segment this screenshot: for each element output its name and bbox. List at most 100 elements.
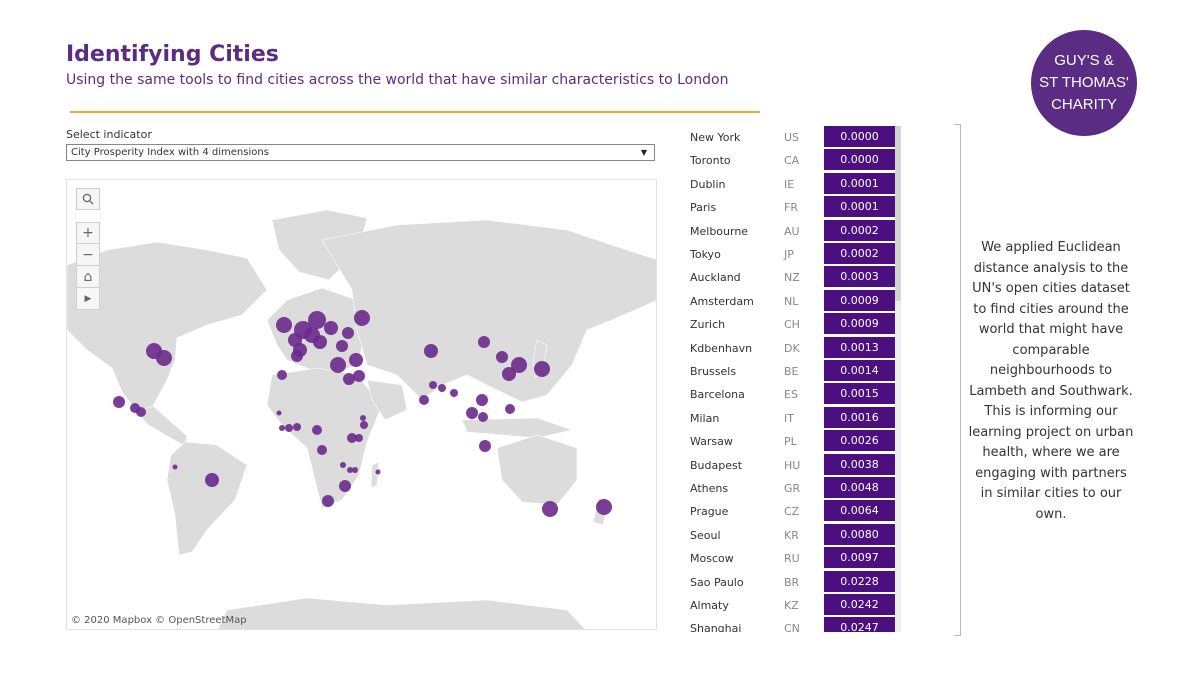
city-marker[interactable]: [136, 407, 146, 417]
city-name: Barcelona: [690, 388, 745, 402]
city-marker[interactable]: [156, 350, 172, 366]
city-marker[interactable]: [352, 467, 358, 473]
distance-score: 0.0064: [824, 500, 895, 523]
city-marker[interactable]: [505, 404, 515, 414]
city-marker[interactable]: [172, 464, 178, 470]
city-marker[interactable]: [277, 370, 287, 380]
city-marker[interactable]: [429, 381, 437, 389]
city-marker[interactable]: [342, 327, 354, 339]
country-code: RU: [784, 552, 800, 566]
city-list-scrollbar[interactable]: [895, 126, 901, 632]
city-row[interactable]: Zurich CH 0.0009: [690, 313, 902, 336]
city-row[interactable]: Budapest HU 0.0038: [690, 453, 902, 477]
city-marker[interactable]: [375, 469, 381, 475]
city-marker[interactable]: [479, 440, 491, 452]
city-marker[interactable]: [360, 421, 368, 429]
city-marker[interactable]: [478, 336, 490, 348]
world-map[interactable]: + − ⌂ ▶ © 2020 Mapbox © OpenStreetMap: [66, 179, 657, 630]
city-marker[interactable]: [424, 344, 438, 358]
city-marker[interactable]: [347, 433, 357, 443]
city-marker[interactable]: [466, 407, 478, 419]
city-marker[interactable]: [450, 389, 458, 397]
city-row[interactable]: Moscow RU 0.0097: [690, 547, 902, 570]
map-search-button[interactable]: [76, 188, 100, 210]
city-marker[interactable]: [113, 396, 125, 408]
city-marker[interactable]: [419, 395, 429, 405]
city-marker[interactable]: [596, 499, 612, 515]
city-marker[interactable]: [285, 424, 293, 432]
description-text: We applied Euclidean distance analysis t…: [968, 240, 1134, 522]
city-marker[interactable]: [360, 415, 366, 421]
city-row[interactable]: Tokyo JP 0.0002: [690, 243, 902, 266]
city-marker[interactable]: [313, 335, 327, 349]
city-row[interactable]: Paris FR 0.0001: [690, 196, 902, 219]
city-marker[interactable]: [279, 425, 285, 431]
city-marker[interactable]: [353, 370, 365, 382]
city-name: Auckland: [690, 271, 741, 285]
description-bracket: [954, 124, 961, 636]
city-row[interactable]: Brussels BE 0.0014: [690, 360, 902, 383]
city-row[interactable]: Athens GR 0.0048: [690, 477, 902, 500]
city-marker[interactable]: [322, 495, 334, 507]
city-marker[interactable]: [330, 357, 346, 373]
city-list[interactable]: New York US 0.0000 Toronto CA 0.0000 Dublin IE 0…: [690, 126, 902, 632]
city-row[interactable]: Melbourne AU 0.0002: [690, 219, 902, 243]
city-marker[interactable]: [354, 310, 370, 326]
city-row[interactable]: Dublin IE 0.0001: [690, 172, 902, 196]
city-marker[interactable]: [502, 367, 516, 381]
city-marker[interactable]: [293, 423, 301, 431]
city-marker[interactable]: [308, 311, 326, 329]
country-code: GR: [784, 482, 801, 495]
city-marker[interactable]: [276, 410, 282, 416]
plus-icon: +: [82, 225, 94, 241]
city-marker[interactable]: [542, 501, 558, 517]
reset-view-button[interactable]: ⌂: [76, 266, 100, 288]
scrollbar-thumb[interactable]: [895, 126, 901, 301]
city-marker[interactable]: [291, 350, 303, 362]
city-marker[interactable]: [276, 317, 292, 333]
city-row[interactable]: Almaty KZ 0.0242: [690, 594, 902, 617]
country-code: KR: [784, 528, 799, 542]
city-marker[interactable]: [496, 351, 508, 363]
city-marker[interactable]: [478, 412, 488, 422]
city-marker[interactable]: [340, 462, 346, 468]
city-marker[interactable]: [205, 473, 219, 487]
city-row[interactable]: Amsterdam NL 0.0009: [690, 289, 902, 313]
city-marker[interactable]: [324, 321, 338, 335]
city-marker[interactable]: [336, 340, 348, 352]
city-row[interactable]: Milan IT 0.0016: [690, 406, 902, 430]
city-marker[interactable]: [343, 373, 355, 385]
distance-score: 0.0247: [824, 617, 895, 632]
city-marker[interactable]: [476, 394, 488, 406]
city-marker[interactable]: [511, 357, 527, 373]
city-marker[interactable]: [534, 361, 550, 377]
city-marker[interactable]: [317, 445, 327, 455]
city-row[interactable]: Toronto CA 0.0000: [690, 149, 902, 172]
city-marker[interactable]: [349, 353, 363, 367]
city-row[interactable]: New York US 0.0000: [690, 126, 902, 149]
city-name: Prague: [690, 505, 729, 519]
city-row[interactable]: Kdbenhavn DK 0.0013: [690, 336, 902, 360]
search-icon: [82, 193, 94, 205]
city-marker[interactable]: [347, 467, 353, 473]
city-marker[interactable]: [438, 384, 446, 392]
city-row[interactable]: Sao Paulo BR 0.0228: [690, 570, 902, 594]
city-row[interactable]: Prague CZ 0.0064: [690, 500, 902, 523]
zoom-in-button[interactable]: +: [76, 222, 100, 244]
city-row[interactable]: Barcelona ES 0.0015: [690, 383, 902, 406]
city-marker[interactable]: [355, 434, 363, 442]
city-row[interactable]: Seoul KR 0.0080: [690, 523, 902, 547]
city-marker[interactable]: [339, 480, 351, 492]
indicator-dropdown[interactable]: City Prosperity Index with 4 dimensions …: [66, 144, 655, 161]
logo-line-2: ST THOMAS': [1039, 74, 1129, 91]
city-row[interactable]: Auckland NZ 0.0003: [690, 266, 902, 289]
expand-tools-button[interactable]: ▶: [76, 288, 100, 310]
city-row[interactable]: Warsaw PL 0.0026: [690, 430, 902, 453]
distance-score: 0.0228: [824, 570, 895, 593]
city-name: Warsaw: [690, 435, 733, 449]
city-marker[interactable]: [312, 425, 322, 435]
city-row[interactable]: Shanghai CN 0.0247: [690, 617, 902, 632]
distance-score: 0.0014: [824, 360, 895, 382]
city-name: Almaty: [690, 599, 729, 612]
zoom-out-button[interactable]: −: [76, 244, 100, 266]
